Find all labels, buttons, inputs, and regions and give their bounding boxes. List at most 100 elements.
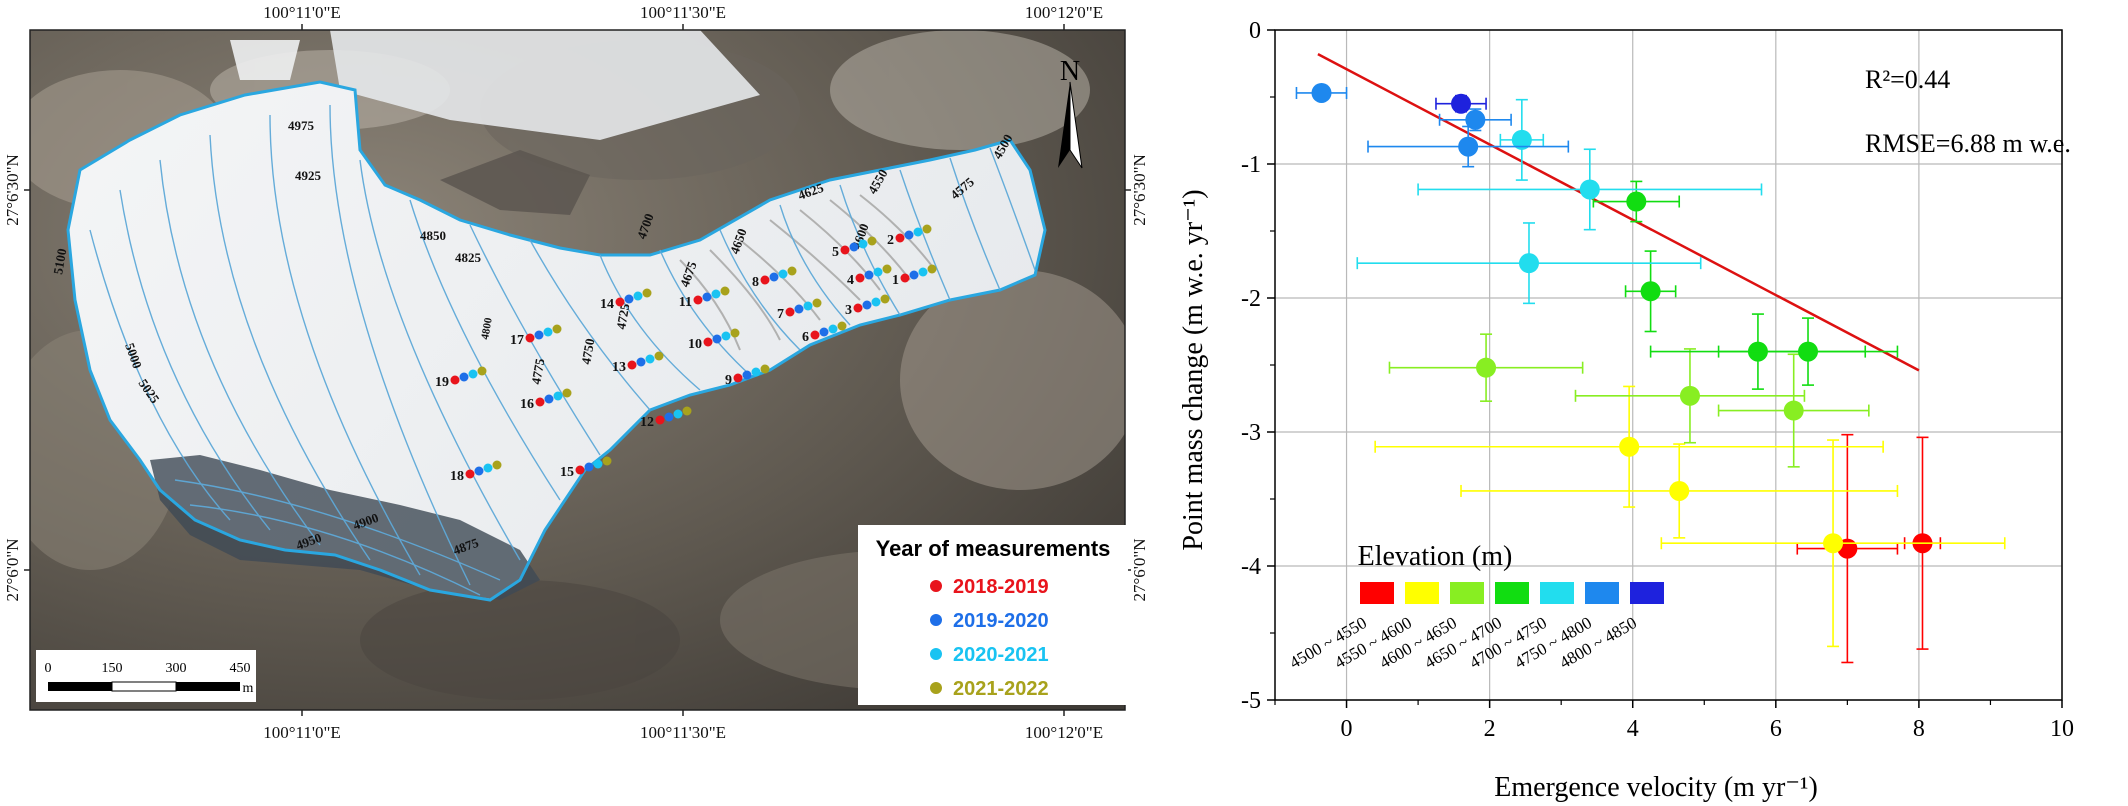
data-point [1438, 108, 1512, 132]
stake-dot [733, 373, 743, 383]
stake-dot [721, 331, 731, 341]
stake-number: 18 [450, 469, 464, 484]
x-axis-label: Emergence velocity (m yr⁻¹) [1494, 772, 1818, 803]
top-longitude-tick: 100°11'30"E [640, 3, 726, 22]
stake-dot [855, 273, 865, 283]
year-legend-item: 2020-2021 [953, 644, 1049, 666]
contour-label: 4725 [613, 302, 632, 331]
bottom-longitude-tick: 100°11'30"E [640, 723, 726, 742]
stake-number: 4 [847, 273, 854, 288]
stake-dot [703, 337, 713, 347]
stake-dot [682, 406, 692, 416]
stake-dot [913, 227, 923, 237]
data-point [1388, 333, 1584, 402]
stake-number: 3 [845, 303, 852, 318]
stake-number: 15 [560, 465, 574, 480]
stake-dot [769, 272, 779, 282]
top-longitude-tick: 100°11'0"E [263, 3, 341, 22]
stake-dot [810, 330, 820, 340]
stake-dot [615, 297, 625, 307]
regression-line [1317, 53, 1920, 372]
stake-dot [858, 239, 868, 249]
stake-number: 16 [520, 397, 534, 412]
stake-number: 9 [725, 373, 732, 388]
data-point-marker [1640, 281, 1661, 302]
data-point [1435, 93, 1487, 114]
legend-dot [930, 614, 942, 626]
stake-dot [904, 230, 914, 240]
data-points [1295, 82, 2006, 664]
left-latitude-tick: 27°6'0"N [3, 538, 22, 601]
stake-dot [853, 303, 863, 313]
stake-dot [655, 415, 665, 425]
data-point-marker [1511, 129, 1532, 150]
data-point [1717, 353, 1870, 468]
stake-dot [760, 275, 770, 285]
data-point-marker [1669, 480, 1690, 501]
data-point [1295, 82, 1348, 103]
data-point [1660, 439, 2006, 648]
stake-dot [785, 307, 795, 317]
stake-dot [778, 269, 788, 279]
data-point [1356, 222, 1702, 305]
stake-dot [477, 366, 487, 376]
stake-dot [468, 369, 478, 379]
stake-dot [862, 300, 872, 310]
stake-dot [593, 459, 603, 469]
stake-dot [584, 462, 594, 472]
stake-number: 8 [752, 275, 759, 290]
data-point [1592, 180, 1681, 223]
stake-dot [645, 354, 655, 364]
legend-dot [930, 580, 942, 592]
scale-label: 0 [45, 661, 52, 676]
stake-number: 14 [600, 297, 614, 312]
stake-dot [633, 291, 643, 301]
stake-dot [730, 328, 740, 338]
scale-unit: m [243, 681, 254, 696]
elevation-legend-swatch [1360, 582, 1394, 604]
stake-number: 17 [510, 333, 524, 348]
data-point-marker [1465, 109, 1486, 130]
top-longitude-tick: 100°12'0"E [1025, 3, 1103, 22]
right-latitude-tick: 27°6'30"N [1130, 154, 1149, 226]
left-latitude-tick: 27°6'30"N [3, 154, 22, 226]
stake-dot [552, 324, 562, 334]
data-point-marker [1579, 179, 1600, 200]
data-point [1417, 148, 1763, 231]
y-tick-label: -2 [1241, 286, 1261, 312]
elevation-legend-swatch [1450, 582, 1484, 604]
elevation-legend-swatch [1585, 582, 1619, 604]
bottom-longitude-tick: 100°11'0"E [263, 723, 341, 742]
stake-dot [562, 388, 572, 398]
contour-label: 4925 [295, 168, 322, 183]
stake-dot [867, 236, 877, 246]
legend-dot [930, 682, 942, 694]
stake-dot [711, 289, 721, 299]
north-label: N [1060, 56, 1080, 87]
data-point [1717, 317, 1899, 386]
stake-dot [465, 469, 475, 479]
stake-number: 5 [832, 245, 839, 260]
contour-label: 4800 [479, 316, 495, 340]
stake-dot [534, 330, 544, 340]
stake-dot [849, 242, 859, 252]
stake-dot [544, 394, 554, 404]
elevation-legend-swatch [1495, 582, 1529, 604]
legend-dot [930, 648, 942, 660]
stake-dot [900, 273, 910, 283]
stake-dot [873, 267, 883, 277]
data-point-marker [1798, 341, 1819, 362]
contour-label: 5100 [50, 247, 69, 275]
stake-dot [654, 351, 664, 361]
stake-dot [702, 292, 712, 302]
stake-dot [742, 370, 752, 380]
stake-dot [760, 364, 770, 374]
stake-dot [918, 267, 928, 277]
data-point-marker [1311, 82, 1332, 103]
stake-dot [627, 360, 637, 370]
year-legend-title: Year of measurements [876, 536, 1111, 561]
data-point [1460, 443, 1899, 539]
y-tick-label: 0 [1249, 18, 1261, 44]
stake-number: 1 [892, 273, 899, 288]
